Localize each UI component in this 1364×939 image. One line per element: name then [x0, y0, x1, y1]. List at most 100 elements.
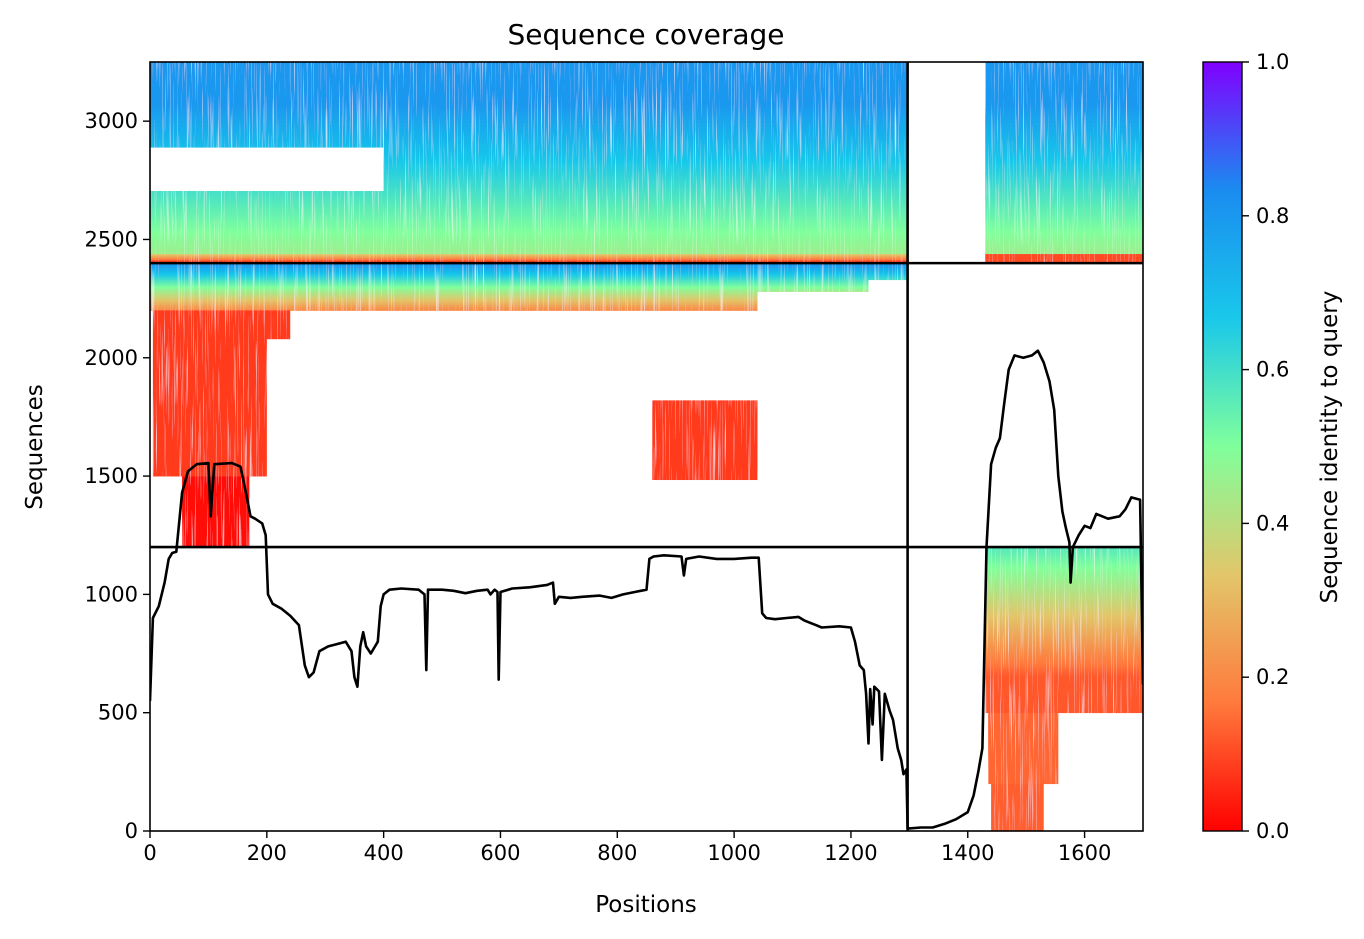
coverage-row	[152, 403, 267, 406]
coverage-row	[985, 148, 1143, 150]
coverage-row	[985, 649, 1143, 652]
coverage-row	[991, 786, 1044, 788]
coverage-row	[985, 207, 1143, 210]
coverage-row	[383, 151, 908, 154]
coverage-row	[985, 91, 1143, 94]
coverage-row	[152, 394, 267, 397]
coverage-row	[985, 241, 1143, 244]
coverage-row	[988, 763, 1059, 766]
coverage-row	[383, 166, 908, 168]
coverage-row	[150, 86, 908, 89]
coverage-row	[985, 691, 1143, 693]
coverage-row	[985, 685, 1143, 688]
coverage-row	[150, 82, 908, 84]
coverage-row	[152, 357, 267, 360]
coverage-row	[150, 287, 869, 290]
coverage-row	[150, 276, 908, 278]
coverage-row	[985, 678, 1143, 680]
coverage-row	[152, 332, 291, 335]
coverage-row	[152, 328, 291, 330]
coverage-row	[150, 109, 908, 111]
coverage-row	[985, 575, 1143, 578]
coverage-row	[152, 312, 291, 315]
coverage-row	[182, 538, 250, 541]
coverage-row	[152, 342, 267, 344]
coverage-row	[652, 470, 758, 472]
coverage-row	[985, 644, 1143, 646]
coverage-row	[150, 199, 908, 201]
coverage-row	[988, 713, 1059, 716]
coverage-line-layer	[150, 62, 1143, 831]
coverage-row	[150, 240, 908, 243]
x-tick-label: 400	[364, 841, 404, 865]
coverage-row	[652, 412, 758, 414]
coverage-row	[985, 653, 1143, 656]
coverage-row	[991, 821, 1044, 824]
coverage-row	[985, 247, 1143, 250]
coverage-row	[988, 770, 1059, 773]
coverage-row	[152, 362, 267, 365]
coverage-row	[985, 102, 1143, 104]
coverage-row	[985, 666, 1143, 669]
coverage-row	[985, 206, 1143, 208]
coverage-row	[150, 102, 908, 104]
coverage-row	[383, 153, 908, 155]
coverage-row	[150, 273, 908, 276]
coverage-row	[985, 190, 1143, 193]
coverage-row	[985, 234, 1143, 237]
coverage-row	[152, 344, 267, 347]
coverage-row	[150, 88, 908, 90]
coverage-row	[652, 424, 758, 426]
coverage-row	[152, 390, 267, 393]
coverage-row	[152, 459, 267, 462]
coverage-row	[985, 600, 1143, 602]
coverage-row	[652, 439, 758, 441]
coverage-row	[152, 381, 267, 384]
coverage-row	[383, 159, 908, 161]
coverage-row	[152, 341, 267, 343]
coverage-row	[985, 180, 1143, 182]
coverage-row	[991, 789, 1044, 792]
coverage-row	[991, 819, 1044, 821]
coverage-row	[150, 65, 908, 68]
coverage-row	[985, 156, 1143, 159]
coverage-row	[988, 716, 1059, 718]
x-tick-label: 800	[597, 841, 637, 865]
coverage-row	[988, 735, 1059, 737]
coverage-row	[991, 812, 1044, 814]
coverage-row	[152, 425, 267, 427]
coverage-row	[985, 645, 1143, 647]
coverage-row	[150, 110, 908, 113]
coverage-row	[985, 562, 1143, 565]
coverage-row	[150, 222, 908, 225]
coverage-row	[150, 285, 869, 288]
coverage-row	[150, 67, 908, 70]
coverage-row	[152, 439, 267, 441]
coverage-row	[150, 92, 908, 95]
coverage-row	[182, 505, 250, 508]
coverage-row	[152, 401, 267, 404]
coverage-row	[150, 238, 908, 240]
coverage-row	[652, 403, 758, 406]
coverage-row	[985, 251, 1143, 253]
coverage-row	[985, 176, 1143, 179]
coverage-row	[152, 353, 267, 355]
coverage-row	[383, 185, 908, 187]
coverage-row	[150, 282, 869, 284]
coverage-row	[150, 83, 908, 85]
coverage-row	[152, 409, 267, 412]
coverage-row	[985, 622, 1143, 625]
coverage-row	[182, 530, 250, 533]
coverage-row	[985, 96, 1143, 98]
coverage-row	[985, 253, 1143, 256]
coverage-row	[985, 711, 1143, 714]
coverage-row	[150, 98, 908, 101]
coverage-row	[152, 440, 267, 443]
coverage-row	[182, 521, 250, 523]
coverage-row	[652, 401, 758, 404]
coverage-row	[985, 106, 1143, 109]
coverage-row	[985, 703, 1143, 705]
coverage-row	[150, 140, 908, 142]
coverage-row	[150, 296, 758, 298]
coverage-row	[150, 111, 908, 114]
